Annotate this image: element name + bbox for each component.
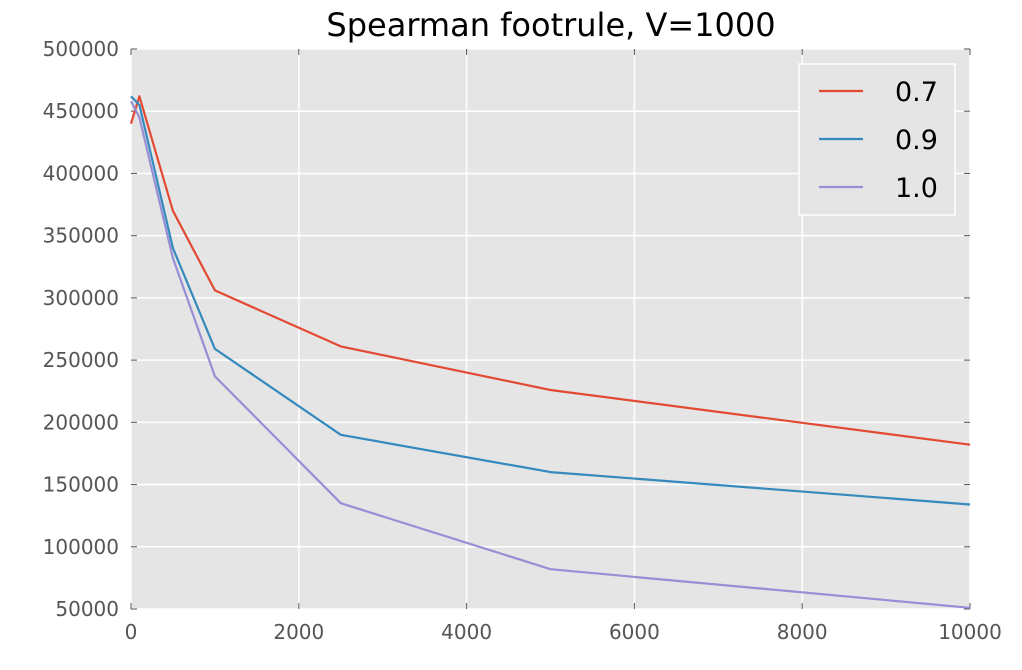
y-tick-label: 250000	[43, 348, 119, 372]
y-tick-label: 100000	[43, 535, 119, 559]
x-tick-label: 0	[125, 620, 138, 644]
x-tick-label: 8000	[777, 620, 828, 644]
y-tick-label: 350000	[43, 224, 119, 248]
y-tick-label: 400000	[43, 161, 119, 185]
y-tick-label: 50000	[55, 597, 119, 621]
series-line-0-7	[129, 95, 971, 446]
legend-label: 0.7	[895, 77, 938, 108]
x-tick-label: 10000	[938, 620, 1002, 644]
series-line-1-0	[130, 100, 971, 609]
x-tick-label: 6000	[609, 620, 660, 644]
chart-title: Spearman footrule, V=1000	[326, 6, 775, 44]
y-tick-label: 450000	[43, 99, 119, 123]
series-line-0-9	[130, 95, 971, 506]
y-tick-label: 200000	[43, 410, 119, 434]
grid-lines	[130, 48, 971, 610]
y-tick-label: 500000	[43, 37, 119, 61]
legend: 0.7 0.9 1.0	[798, 63, 956, 216]
y-tick-label: 300000	[43, 286, 119, 310]
x-tick-label: 2000	[273, 620, 324, 644]
y-tick-label: 150000	[43, 473, 119, 497]
axis-ticks: 0 2000 4000 6000 8000 10000 50000 100000 150000 2…	[43, 37, 1002, 644]
x-tick-label: 4000	[441, 620, 492, 644]
legend-label: 0.9	[895, 125, 938, 156]
legend-label: 1.0	[895, 173, 938, 204]
series-lines	[129, 95, 971, 609]
